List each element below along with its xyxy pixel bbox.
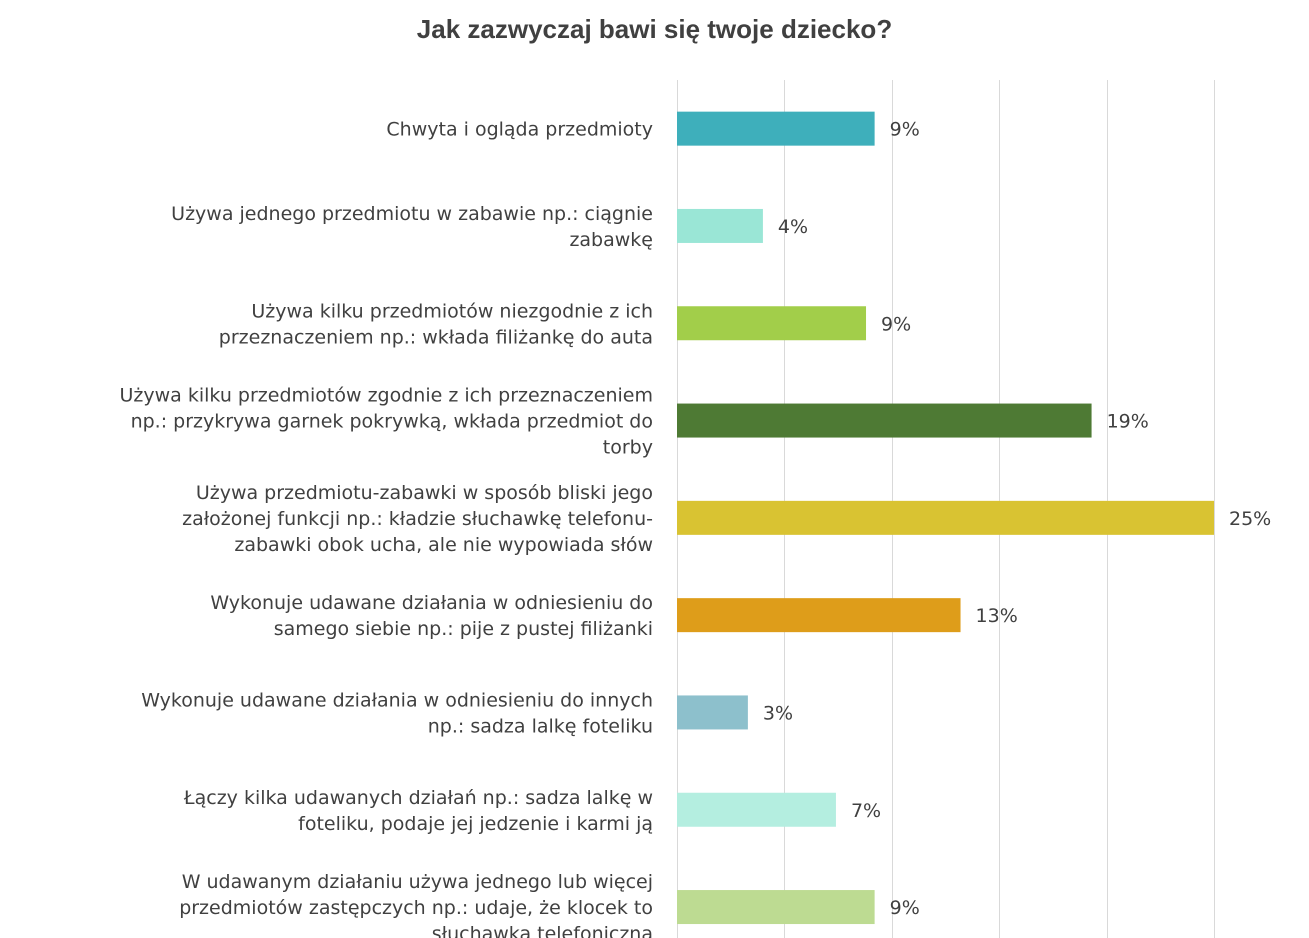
- category-label: Wykonuje udawane działania w odniesieniu…: [210, 592, 653, 614]
- data-label: 9%: [881, 313, 911, 335]
- category-label: Używa przedmiotu-zabawki w sposób bliski…: [196, 482, 653, 504]
- category-label: zabawkę: [569, 229, 653, 251]
- category-label: zabawki obok ucha, ale nie wypowiada słó…: [234, 534, 653, 556]
- data-label: 9%: [890, 897, 920, 919]
- category-label: samego siebie np.: pije z pustej filiżan…: [274, 618, 653, 640]
- bar: [677, 890, 875, 925]
- category-label: założonej funkcji np.: kładzie słuchawkę…: [182, 508, 653, 530]
- bar: [677, 695, 748, 730]
- category-label: przeznaczeniem np.: wkłada filiżankę do …: [219, 326, 653, 348]
- bars: [677, 111, 1214, 925]
- category-label: np.: przykrywa garnek pokrywką, wkłada p…: [131, 411, 653, 433]
- data-label: 7%: [851, 800, 881, 822]
- data-label: 4%: [778, 216, 808, 238]
- bar: [677, 598, 961, 633]
- data-label: 13%: [976, 605, 1018, 627]
- category-label: Chwyta i ogląda przedmioty: [386, 119, 653, 141]
- category-label: słuchawka telefoniczna: [432, 923, 653, 938]
- data-label: 19%: [1107, 411, 1149, 433]
- category-label: Wykonuje udawane działania w odniesieniu…: [141, 689, 653, 711]
- category-label: Łączy kilka udawanych działań np.: sadza…: [183, 787, 653, 809]
- category-label: np.: sadza lalkę foteliku: [428, 715, 653, 737]
- category-label: Używa jednego przedmiotu w zabawie np.: …: [171, 203, 653, 225]
- data-label: 3%: [763, 702, 793, 724]
- value-labels: 9% 4% 9% 19% 25% 13% 3% 7% 9%: [763, 119, 1271, 919]
- bar: [677, 500, 1214, 535]
- data-label: 25%: [1229, 508, 1271, 530]
- category-label: foteliku, podaje jej jedzenie i karmi ją: [298, 813, 653, 835]
- bar: [677, 792, 836, 827]
- category-label: Używa kilku przedmiotów niezgodnie z ich: [251, 300, 653, 322]
- category-label: Używa kilku przedmiotów zgodnie z ich pr…: [120, 385, 653, 407]
- bar: [677, 306, 867, 341]
- bar: [677, 403, 1092, 438]
- bar: [677, 208, 763, 243]
- chart-title: Jak zazwyczaj bawi się twoje dziecko?: [416, 14, 893, 44]
- category-label: przedmiotów zastępczych np.: udaje, że k…: [179, 897, 653, 919]
- category-label: torby: [603, 437, 653, 459]
- category-labels: Chwyta i ogląda przedmioty Używa jednego …: [120, 119, 653, 938]
- category-label: W udawanym działaniu używa jednego lub w…: [182, 871, 653, 893]
- bar: [677, 111, 875, 146]
- data-label: 9%: [890, 119, 920, 141]
